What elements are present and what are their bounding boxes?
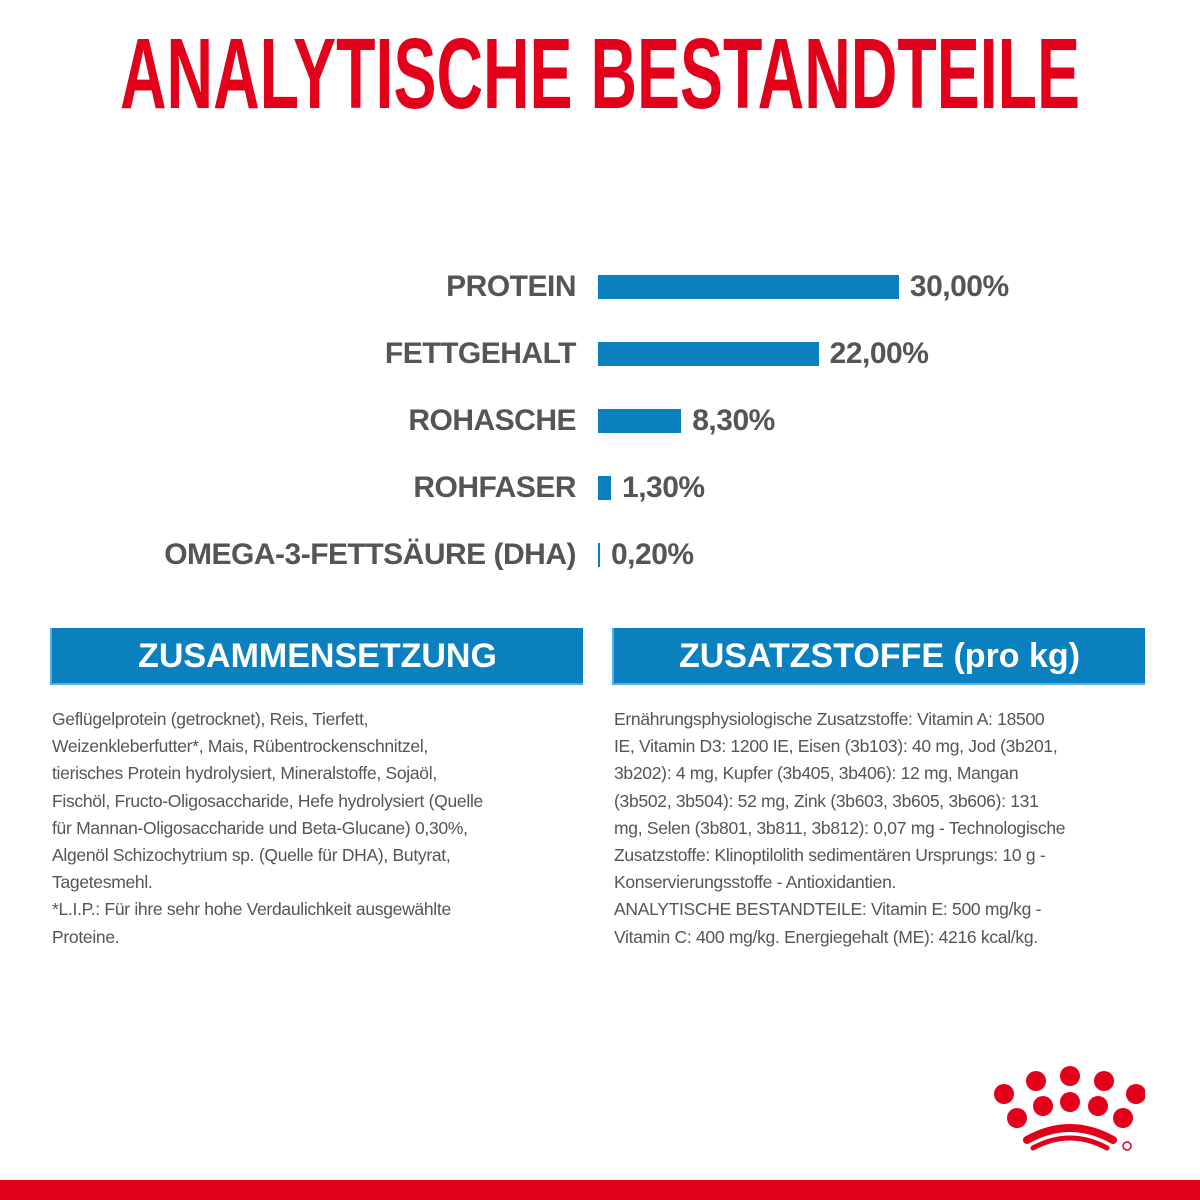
chart-row: ROHFASER 1,30% [0, 468, 1200, 508]
chart-row: PROTEIN 30,00% [0, 267, 1200, 307]
composition-text: Geflügelprotein (getrocknet), Reis, Tier… [52, 706, 592, 951]
page-title-svg: ANALYTISCHE BESTANDTEILE [120, 22, 1080, 130]
text-line: *L.I.P.: Für ihre sehr hohe Verdaulichke… [52, 899, 451, 920]
text-line: Ernährungsphysiologische Zusatzstoffe: V… [614, 709, 1045, 729]
bar [598, 342, 819, 366]
value-label: 30,00% [909, 270, 1009, 303]
bar [598, 409, 682, 433]
text-line: Fischöl, Fructo-Oligosaccharide, Hefe hy… [52, 790, 483, 811]
category-label: ROHFASER [413, 471, 576, 504]
text-line: 3b202): 4 mg, Kupfer (3b405, 3b406): 12 … [614, 763, 1019, 784]
composition-heading-text: ZUSAMMENSETZUNG [138, 637, 497, 675]
additives-heading: ZUSATZSTOFFE (pro kg) [612, 628, 1145, 685]
text-line: tierisches Protein hydrolysiert, Mineral… [52, 763, 437, 784]
value-label: 0,20% [611, 538, 694, 571]
additives-heading-text: ZUSATZSTOFFE (pro kg) [678, 637, 1081, 675]
text-line: IE, Vitamin D3: 1200 IE, Eisen (3b103): … [614, 736, 1058, 757]
text-line: Geflügelprotein (getrocknet), Reis, Tier… [52, 709, 369, 729]
text-line: Vitamin C: 400 mg/kg. Energiegehalt (ME)… [614, 926, 1038, 947]
category-label: ROHASCHE [408, 404, 576, 437]
bar [598, 476, 612, 500]
category-label: PROTEIN [446, 270, 576, 303]
text-line: Algenöl Schizochytrium sp. (Quelle für D… [52, 845, 451, 866]
text-line: Konservierungsstoffe - Antioxidantien. [614, 872, 897, 893]
category-label: FETTGEHALT [384, 337, 577, 370]
royal-canin-crown-logo-icon [994, 1066, 1145, 1151]
chart-row: OMEGA-3-FETTSÄURE (DHA) 0,20% [0, 535, 1200, 575]
value-label: 22,00% [829, 337, 929, 370]
text-line: mg, Selen (3b801, 3b811, 3b812): 0,07 mg… [614, 817, 1066, 838]
text-line: ANALYTISCHE BESTANDTEILE: Vitamin E: 500… [614, 899, 1042, 920]
composition-heading: ZUSAMMENSETZUNG [50, 628, 583, 685]
chart-row: ROHASCHE 8,30% [0, 401, 1200, 441]
page-title: ANALYTISCHE BESTANDTEILE [0, 22, 1200, 132]
text-line: Tagetesmehl. [52, 872, 153, 893]
text-line: Zusatzstoffe: Klinoptilolith sedimentäre… [614, 845, 1046, 866]
bar [598, 543, 600, 567]
chart-row: FETTGEHALT 22,00% [0, 334, 1200, 374]
text-line: Proteine. [52, 926, 120, 947]
text-line: (3b502, 3b504): 52 mg, Zink (3b603, 3b60… [614, 790, 1039, 811]
page-title-text: ANALYTISCHE BESTANDTEILE [120, 22, 1080, 130]
text-line: Weizenkleberfutter*, Mais, Rübentrockens… [52, 736, 428, 757]
value-label: 8,30% [692, 404, 775, 437]
value-label: 1,30% [622, 471, 705, 504]
text-line: für Mannan-Oligosaccharide und Beta-Gluc… [52, 817, 468, 838]
category-label: OMEGA-3-FETTSÄURE (DHA) [164, 538, 576, 571]
footer-bar [0, 1180, 1200, 1200]
additives-text: Ernährungsphysiologische Zusatzstoffe: V… [614, 706, 1154, 951]
bar [598, 275, 899, 299]
